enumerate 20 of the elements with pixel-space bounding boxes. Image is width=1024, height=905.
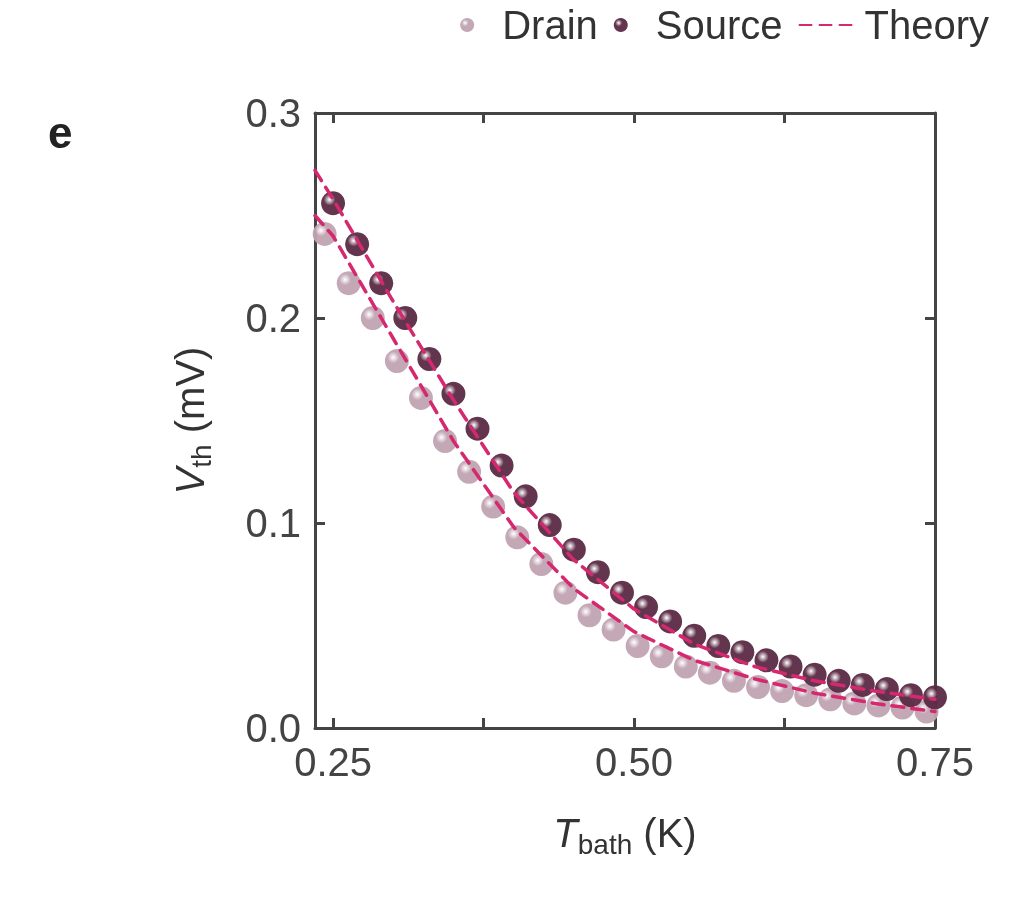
y-tick-label: 0.3 xyxy=(245,91,301,135)
x-tick-label: 0.50 xyxy=(595,740,673,784)
point xyxy=(625,634,650,658)
legend-label: Drain xyxy=(502,3,598,47)
point xyxy=(923,685,947,710)
y-axis-title: Vth (mV) xyxy=(168,346,217,495)
text: e xyxy=(48,107,73,157)
point xyxy=(721,668,746,693)
y-tick-label: 0.1 xyxy=(245,501,301,545)
point xyxy=(673,654,698,679)
x-tick-label: 0.75 xyxy=(896,740,974,784)
legend-label: Theory xyxy=(864,3,990,47)
legend-label: Source xyxy=(655,3,783,47)
y-tick-label: 0.2 xyxy=(245,296,301,340)
point xyxy=(577,603,602,628)
point xyxy=(754,648,779,673)
point xyxy=(336,271,361,296)
point xyxy=(601,617,626,642)
point xyxy=(553,580,578,605)
point xyxy=(649,644,674,669)
